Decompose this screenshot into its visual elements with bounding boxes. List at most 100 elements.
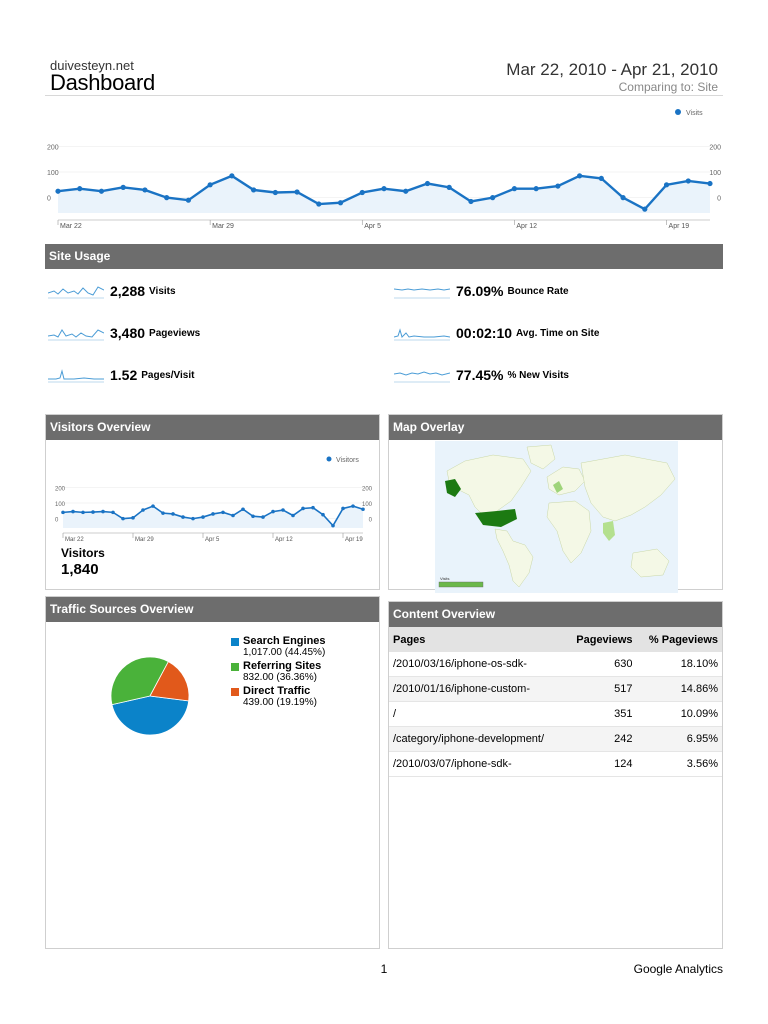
content-table: Pages Pageviews % Pageviews /2010/03/16/… [389, 627, 722, 777]
table-row[interactable]: /2010/03/07/iphone-sdk- 124 3.56% [389, 751, 722, 777]
data-point [468, 198, 474, 205]
data-point [101, 509, 105, 514]
x-tick-label: Apr 5 [364, 223, 381, 230]
table-row[interactable]: /2010/03/16/iphone-os-sdk- 630 18.10% [389, 652, 722, 677]
page-link[interactable]: / [389, 701, 566, 727]
legend-label: Direct Traffic [243, 685, 311, 697]
comparison-label: Comparing to: Site [618, 80, 718, 94]
referring-sites-swatch [231, 663, 239, 671]
data-point [211, 512, 215, 516]
traffic-sources-header: Traffic Sources Overview [46, 597, 379, 622]
data-point [181, 515, 185, 519]
metric-avg-time[interactable]: 00:02:10 Avg. Time on Site [394, 323, 714, 343]
map-overlay-panel: Map Overlay Visits [388, 414, 723, 593]
data-point [141, 508, 145, 512]
visitors-label: Visitors [61, 546, 105, 560]
data-point [131, 516, 135, 520]
legend-label: Search Engines [243, 635, 326, 647]
metric-value: 2,288 [110, 283, 146, 299]
data-point [685, 178, 691, 184]
legend-label: Referring Sites [243, 660, 322, 672]
data-point [337, 200, 344, 206]
data-point [598, 175, 604, 182]
data-point [241, 507, 245, 512]
data-point [424, 180, 431, 187]
data-point [164, 195, 170, 201]
data-point [663, 182, 670, 188]
page-link[interactable]: /2010/01/16/iphone-custom- [389, 676, 566, 702]
metric-visits[interactable]: 2,288 Visits [48, 281, 368, 301]
page-link[interactable]: /category/iphone-development/ [389, 726, 566, 752]
column-header-pct-pageviews[interactable]: % Pageviews [636, 627, 722, 652]
y-tick-label: 0 [47, 196, 51, 203]
data-point [533, 186, 539, 192]
series-area [58, 175, 710, 213]
pageviews-cell: 242 [565, 726, 637, 752]
data-point [446, 184, 452, 190]
legend-item-search-engines[interactable]: Search Engines 1,017.00 (44.45%) [231, 635, 326, 658]
data-point [142, 187, 148, 193]
map-overlay-header: Map Overlay [389, 415, 722, 440]
sparkline-icon [48, 329, 104, 341]
data-point [71, 509, 75, 514]
table-row[interactable]: / 351 10.09% [389, 701, 722, 727]
x-tick-label: Mar 22 [65, 537, 84, 542]
data-point [291, 513, 295, 518]
direct-traffic-swatch [231, 688, 239, 696]
header-divider [45, 95, 723, 96]
legend-item-direct-traffic[interactable]: Direct Traffic 439.00 (19.19%) [231, 685, 326, 708]
y-tick-label: 200 [362, 486, 373, 492]
metric-bounce-rate[interactable]: 76.09% Bounce Rate [394, 281, 714, 301]
table-row[interactable]: /category/iphone-development/ 242 6.95% [389, 726, 722, 752]
sparkline-icon [48, 369, 104, 383]
legend-value: 439.00 (19.19%) [243, 697, 317, 708]
table-row[interactable]: /2010/01/16/iphone-custom- 517 14.86% [389, 676, 722, 702]
y-tick-label: 100 [55, 502, 66, 508]
metric-new-visits[interactable]: 77.45% % New Visits [394, 365, 714, 385]
site-usage-left: 2,288 Visits 3,480 Pageviews 1.52 Pages/… [48, 281, 368, 385]
x-tick-label: Mar 29 [212, 223, 234, 230]
data-point [261, 515, 265, 519]
x-tick-label: Apr 19 [669, 223, 690, 230]
metric-pageviews[interactable]: 3,480 Pageviews [48, 323, 368, 343]
data-point [191, 516, 195, 521]
pct-pageviews-cell: 3.56% [636, 751, 722, 777]
data-point [77, 186, 83, 192]
chart-legend-label: Visitors [336, 457, 359, 464]
world-map[interactable] [435, 441, 678, 593]
data-point [555, 183, 561, 189]
metric-label: Avg. Time on Site [516, 327, 600, 339]
visits-chart: 200 200 100 100 0 0 Mar 22 Mar 29 Apr 5 Apr 12 Ap… [47, 109, 721, 230]
page-number: 1 [380, 962, 388, 976]
metric-label: Visits [149, 285, 176, 297]
site-usage-header: Site Usage [45, 244, 723, 269]
data-point [316, 201, 322, 207]
x-tick-label: Apr 12 [275, 537, 293, 542]
metric-value: 1.52 [110, 367, 138, 383]
column-header-pageviews[interactable]: Pageviews [565, 627, 637, 652]
pct-pageviews-cell: 14.86% [636, 676, 722, 702]
pct-pageviews-cell: 6.95% [636, 726, 722, 752]
pageviews-cell: 517 [565, 676, 637, 702]
page-title: Dashboard [50, 70, 155, 95]
page-link[interactable]: /2010/03/07/iphone-sdk- [389, 751, 566, 777]
data-point [161, 511, 165, 515]
traffic-sources-panel: Traffic Sources Overview Search Engines … [45, 596, 380, 949]
data-point [111, 510, 115, 515]
date-range[interactable]: Mar 22, 2010 - Apr 21, 2010 [506, 60, 718, 79]
legend-item-referring-sites[interactable]: Referring Sites 832.00 (36.36%) [231, 660, 326, 683]
y-tick-label: 200 [709, 144, 721, 151]
data-point [185, 197, 191, 203]
metric-label: Bounce Rate [507, 285, 569, 297]
data-point [91, 510, 95, 514]
data-point [151, 504, 155, 508]
y-tick-label: 100 [362, 502, 373, 508]
metric-pages-visit[interactable]: 1.52 Pages/Visit [48, 365, 368, 385]
y-tick-label: 0 [55, 518, 59, 524]
data-point [272, 189, 278, 196]
column-header-pages[interactable]: Pages [389, 627, 566, 652]
page-link[interactable]: /2010/03/16/iphone-os-sdk- [389, 652, 566, 677]
legend-marker [675, 109, 681, 115]
data-point [81, 510, 85, 515]
data-point [121, 516, 125, 521]
